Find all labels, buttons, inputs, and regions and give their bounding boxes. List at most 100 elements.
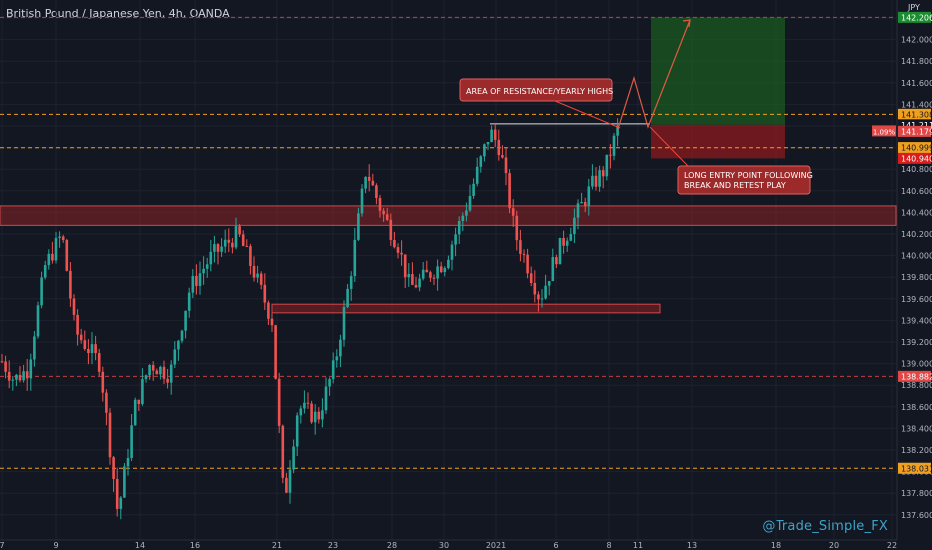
candle[interactable] xyxy=(511,208,515,216)
candle[interactable] xyxy=(321,410,324,420)
candle[interactable] xyxy=(429,272,432,278)
candle[interactable] xyxy=(288,469,292,493)
candle[interactable] xyxy=(213,244,216,252)
candle[interactable] xyxy=(565,240,569,246)
candle[interactable] xyxy=(378,198,382,211)
candle[interactable] xyxy=(205,264,209,269)
candle[interactable] xyxy=(245,245,249,247)
candle[interactable] xyxy=(108,412,112,458)
candle[interactable] xyxy=(187,292,191,311)
candle[interactable] xyxy=(198,273,202,286)
candle[interactable] xyxy=(551,257,555,282)
candle[interactable] xyxy=(490,129,493,142)
candle[interactable] xyxy=(598,170,601,187)
candle[interactable] xyxy=(58,236,61,238)
candle[interactable] xyxy=(151,364,155,371)
candle[interactable] xyxy=(7,371,11,381)
candle[interactable] xyxy=(357,213,360,240)
candle[interactable] xyxy=(303,402,306,409)
candle[interactable] xyxy=(259,273,263,285)
candle[interactable] xyxy=(317,411,321,420)
candle[interactable] xyxy=(43,265,47,278)
candle[interactable] xyxy=(493,129,497,140)
candle[interactable] xyxy=(339,339,342,357)
candle[interactable] xyxy=(4,361,7,372)
candle[interactable] xyxy=(126,457,130,467)
candle[interactable] xyxy=(202,268,205,274)
candle[interactable] xyxy=(454,234,457,245)
candle[interactable] xyxy=(105,392,108,413)
candle[interactable] xyxy=(133,399,137,426)
candle[interactable] xyxy=(267,302,270,319)
candle[interactable] xyxy=(90,344,94,354)
candle[interactable] xyxy=(576,203,580,218)
candle[interactable] xyxy=(421,269,425,279)
candle[interactable] xyxy=(587,186,591,206)
candle[interactable] xyxy=(159,366,162,375)
candle[interactable] xyxy=(461,215,465,221)
candle[interactable] xyxy=(195,275,198,286)
candle[interactable] xyxy=(616,125,619,136)
candle[interactable] xyxy=(353,239,357,277)
candle[interactable] xyxy=(346,288,349,308)
candle[interactable] xyxy=(310,403,313,423)
candle[interactable] xyxy=(472,183,475,196)
candle[interactable] xyxy=(33,336,36,360)
candle[interactable] xyxy=(51,253,54,261)
candle[interactable] xyxy=(360,188,364,214)
candle[interactable] xyxy=(249,246,252,266)
candle[interactable] xyxy=(555,257,558,265)
candle[interactable] xyxy=(547,281,551,286)
support-zone[interactable] xyxy=(271,303,661,314)
candle[interactable] xyxy=(497,139,501,156)
candle[interactable] xyxy=(389,219,393,240)
candle[interactable] xyxy=(79,334,83,341)
candle[interactable] xyxy=(191,275,195,293)
target-zone[interactable] xyxy=(651,17,785,125)
candle[interactable] xyxy=(137,399,141,404)
candle[interactable] xyxy=(115,478,119,509)
candle[interactable] xyxy=(141,379,144,404)
candle[interactable] xyxy=(65,240,69,271)
candle[interactable] xyxy=(256,273,259,278)
candle[interactable] xyxy=(76,314,79,335)
candle[interactable] xyxy=(277,378,281,426)
candle[interactable] xyxy=(54,237,58,261)
candle[interactable] xyxy=(263,284,267,303)
candle[interactable] xyxy=(324,386,328,411)
candle[interactable] xyxy=(83,340,87,350)
candle[interactable] xyxy=(177,340,180,350)
candle[interactable] xyxy=(450,244,454,260)
candle[interactable] xyxy=(270,318,274,326)
candle[interactable] xyxy=(112,457,115,479)
candle[interactable] xyxy=(220,246,223,252)
candle[interactable] xyxy=(18,374,22,381)
candle[interactable] xyxy=(580,201,583,204)
candle[interactable] xyxy=(515,215,519,241)
candle[interactable] xyxy=(61,236,65,241)
candle[interactable] xyxy=(508,173,511,209)
candle[interactable] xyxy=(148,364,151,376)
candle[interactable] xyxy=(414,284,418,288)
candle[interactable] xyxy=(238,226,241,235)
candle[interactable] xyxy=(22,371,25,381)
candle[interactable] xyxy=(364,176,367,189)
candle[interactable] xyxy=(519,240,522,254)
candle[interactable] xyxy=(537,294,540,300)
candle[interactable] xyxy=(540,298,544,300)
candle[interactable] xyxy=(375,185,378,199)
candle[interactable] xyxy=(583,201,587,206)
candle[interactable] xyxy=(457,220,461,235)
candle[interactable] xyxy=(0,361,4,363)
candle[interactable] xyxy=(407,274,411,278)
candle[interactable] xyxy=(328,379,331,387)
candle[interactable] xyxy=(526,254,529,274)
candle[interactable] xyxy=(241,234,245,246)
candle[interactable] xyxy=(162,366,166,379)
candle[interactable] xyxy=(486,141,490,145)
candle[interactable] xyxy=(382,210,385,215)
candle[interactable] xyxy=(396,247,400,253)
candle[interactable] xyxy=(25,371,29,379)
candle[interactable] xyxy=(367,176,371,181)
candle[interactable] xyxy=(393,239,396,248)
